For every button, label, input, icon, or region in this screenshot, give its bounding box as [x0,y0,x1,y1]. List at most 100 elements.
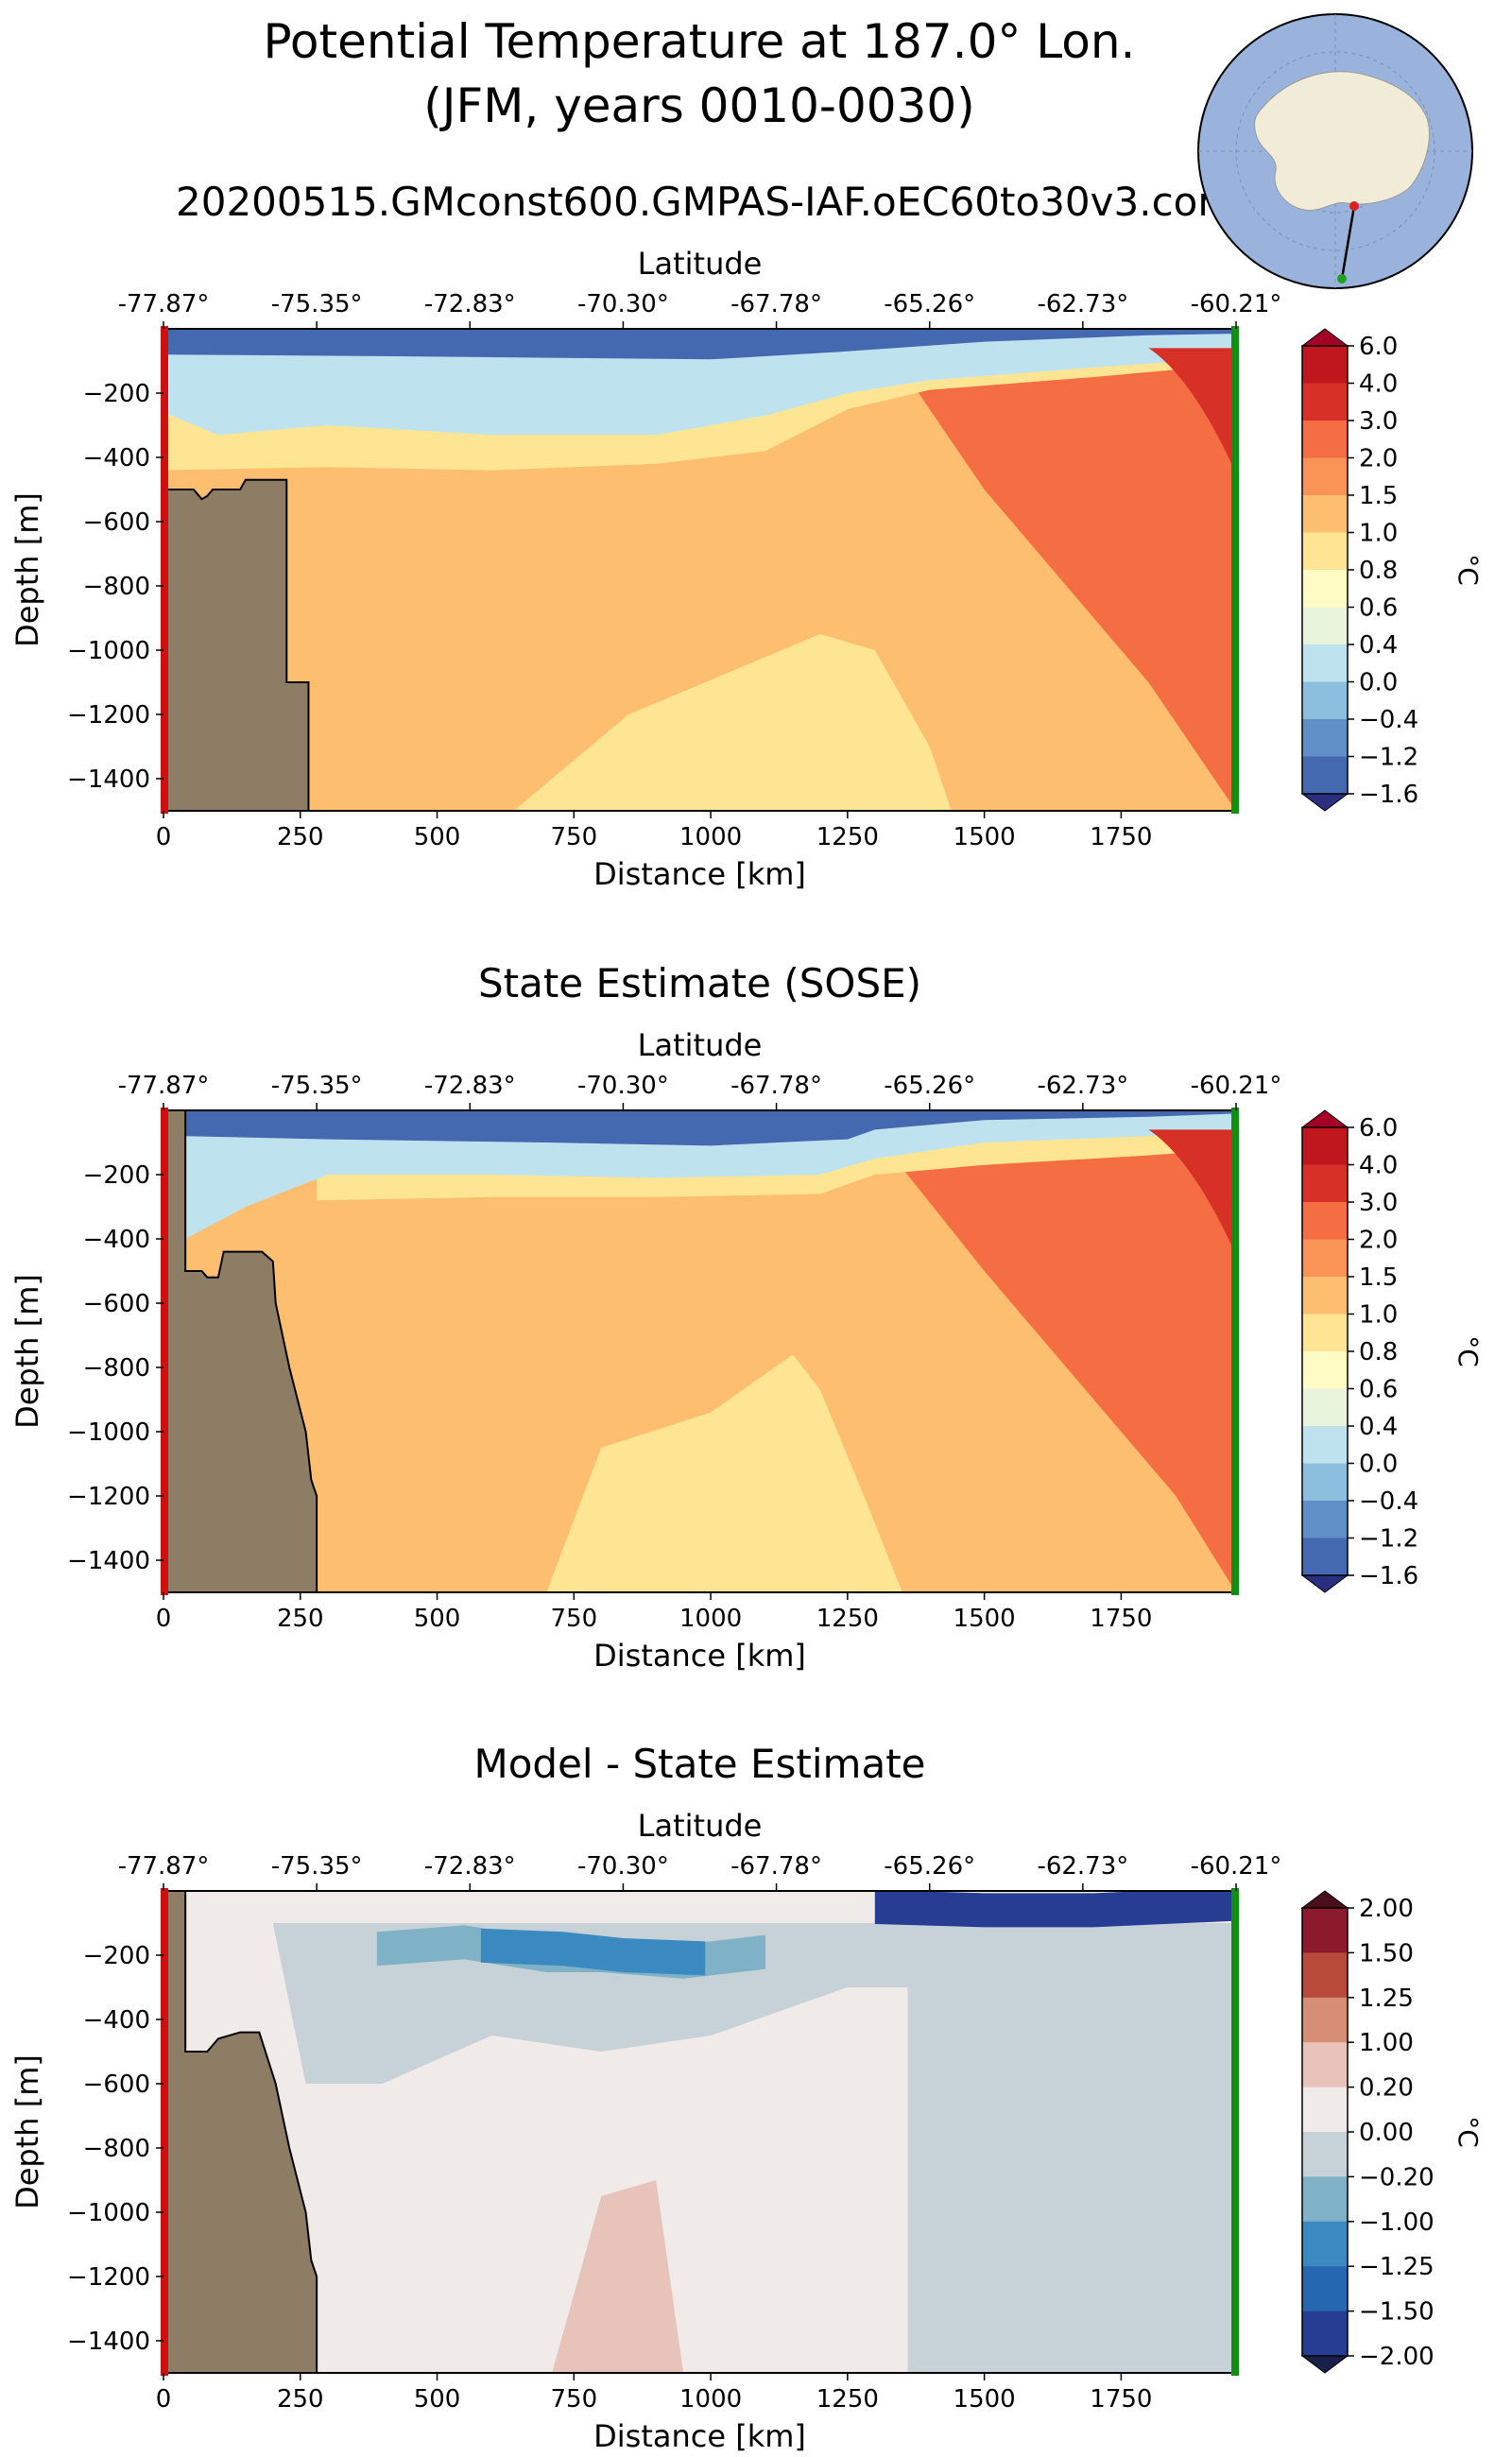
x-tick-label: 1000 [679,2385,742,2414]
y-tick-label: −800 [83,2135,150,2163]
lat-tick-label: -72.83° [424,1072,516,1100]
colorbar-segment [1302,421,1348,458]
lat-tick-label: -60.21° [1191,1072,1282,1100]
bathymetry [163,1891,318,2373]
x-tick-label: 0 [156,823,172,851]
colorbar-tick-label: −0.4 [1359,706,1418,734]
colorbar-label: °C [1452,2116,1484,2148]
colorbar-tick-label: 0.20 [1359,2074,1414,2103]
colorbar-tick-label: −1.2 [1359,744,1418,772]
colorbar-segment [1302,383,1348,421]
colorbar-extend-max [1300,1109,1349,1128]
colorbar-tick-label: 1.00 [1359,2029,1414,2057]
x-tick-label: 1250 [816,2385,879,2414]
lat-tick-label: -77.87° [118,290,210,318]
colorbar-segment [1302,1908,1348,1953]
field-pos-020 [552,2180,684,2373]
y-tick-label: −800 [83,1354,150,1383]
section-end-marker [1231,1108,1239,1595]
colorbar-tick-label: −1.6 [1359,781,1418,809]
y-tick-label: −1400 [67,2328,150,2356]
colorbar-label: °C [1452,554,1484,586]
colorbar-extend-max [1300,328,1349,347]
field-layer-0.0 [185,1110,1236,1239]
x-tick-label: 500 [414,823,461,851]
section-field [163,1891,1236,2373]
x-axis-label: Distance [km] [593,1638,806,1674]
section-field [163,329,1236,811]
colorbar-segment [1302,1426,1348,1464]
x-tick-label: 500 [414,2385,461,2414]
colorbar-segment [1302,495,1348,533]
lat-tick-label: -72.83° [424,290,516,318]
panel-title: Model - State Estimate [474,1741,926,1787]
colorbar-segment [1302,532,1348,571]
y-tick-label: −200 [83,1161,150,1190]
colorbar-tick-label: 3.0 [1359,1189,1398,1217]
lat-tick-label: -65.26° [884,290,975,318]
colorbar-segment [1302,644,1348,682]
field-deep-tongue [546,1354,902,1592]
x-tick-label: 250 [277,823,324,851]
y-tick-label: −1200 [67,2263,150,2292]
colorbar-tick-label: 1.0 [1359,1301,1398,1330]
colorbar-segment [1302,1127,1348,1165]
colorbar-tick-label: 0.4 [1359,631,1398,660]
y-axis-label: Depth [m] [9,1274,45,1429]
chart-panel-2: 0 250 500 750 1000 1250 1500 1750 Distance [km] −… [9,960,1484,1674]
lat-tick-label: -62.73° [1037,1852,1128,1881]
section-end-marker [1231,1888,1239,2376]
x-tick-label: 250 [277,2385,324,2414]
lat-tick-label: -70.30° [577,290,669,318]
colorbar-segment [1302,719,1348,757]
colorbar-tick-label: 1.50 [1359,1939,1414,1967]
y-axis-label: Depth [m] [9,2054,45,2209]
colorbar-segment [1302,2087,1348,2133]
y-tick-label: −200 [83,1942,150,1970]
colorbar-tick-label: 2.0 [1359,445,1398,473]
inset-polar-map [1197,13,1473,289]
x-tick-label: 0 [156,1605,172,1633]
x-tick-label: 500 [414,1605,461,1633]
colorbar-segment [1302,2042,1348,2088]
y-tick-label: −1200 [67,701,150,730]
x-tick-label: 1000 [679,823,742,851]
lat-tick-label: -67.78° [730,1852,822,1881]
lat-tick-label: -60.21° [1191,1852,1282,1881]
colorbar-extend-min [1300,2355,1349,2374]
colorbar-tick-label: −0.20 [1359,2163,1435,2191]
section-field [163,1110,1236,1592]
x-axis-label: Distance [km] [593,2418,806,2454]
lat-tick-label: -60.21° [1191,290,1282,318]
field-warm-core [1148,1129,1236,1255]
figure-title-line1: Potential Temperature at 187.0° Lon. [263,14,1136,69]
panel-title: State Estimate (SOSE) [478,960,921,1006]
lat-tick-label: -62.73° [1037,290,1128,318]
lat-tick-label: -67.78° [730,290,822,318]
top-axis-label: Latitude [638,1027,763,1063]
y-axis-label: Depth [m] [9,492,45,647]
field-deep-tongue [513,634,952,811]
colorbar-tick-label: 1.5 [1359,482,1398,510]
x-tick-label: 1500 [954,823,1016,851]
bathymetry [163,478,310,811]
colorbar-segment [1302,457,1348,496]
lat-tick-label: -65.26° [884,1072,975,1100]
colorbar-tick-label: 1.5 [1359,1263,1398,1292]
x-tick-label: 1250 [816,1605,879,1633]
colorbar-segment [1302,2132,1348,2177]
colorbar-segment [1302,1538,1348,1576]
field-warm-band [919,329,1236,811]
colorbar-label: °C [1452,1335,1484,1367]
colorbar-tick-label: −2.00 [1359,2343,1435,2371]
field-warm-band [902,1110,1236,1592]
colorbar-tick-label: 0.6 [1359,594,1398,623]
colorbar-segment [1302,1388,1348,1427]
figure-title-line2: (JFM, years 0010-0030) [423,78,975,133]
field-anomaly--1.50 [480,1928,706,1976]
chart-panel-1: 0 250 500 750 1000 1250 1500 1750 Distance [km] −… [9,246,1484,892]
x-tick-label: 1000 [679,1605,742,1633]
field-neg-020 [272,1923,1236,2373]
colorbar-segment [1302,1351,1348,1389]
colorbar-tick-label: 0.8 [1359,557,1398,585]
